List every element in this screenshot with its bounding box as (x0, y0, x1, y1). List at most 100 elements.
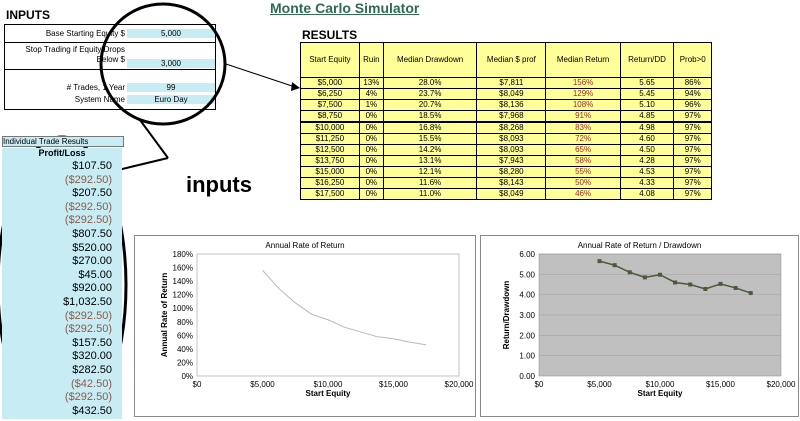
results-cell: 97% (673, 121, 712, 134)
results-cell: 91% (545, 110, 621, 123)
system-name-input[interactable]: Euro Day (127, 95, 215, 104)
trade-value: $920.00 (72, 282, 112, 295)
results-cell: 20.7% (382, 99, 478, 111)
profit-loss-heading: Profit/Loss (38, 148, 86, 158)
results-cell: $11,250 (300, 133, 360, 145)
results-column-header: Return/DD (619, 42, 675, 78)
results-cell: 0% (358, 144, 384, 156)
y-tick-label: 1.00 (519, 352, 535, 361)
results-row: $10,000 0% 16.8% $8,268 83% 4.98 97% (300, 121, 712, 134)
results-cell: $13,750 (300, 155, 360, 167)
data-point (733, 285, 738, 290)
results-cell: 13.1% (382, 155, 478, 167)
results-cell: 86% (673, 77, 712, 89)
results-cell: $5,000 (300, 77, 360, 89)
results-cell: $17,500 (300, 188, 360, 200)
results-cell: $8,093 (476, 133, 547, 145)
results-row: $7,500 1% 20.7% $8,136 108% 5.10 96% (300, 99, 712, 111)
results-cell: $8,093 (476, 144, 547, 156)
results-cell: $8,750 (300, 110, 360, 123)
return-drawdown-chart-svg: 0.00 1.00 2.00 3.00 4.00 5.00 6.00 $0 $5,000 $10,… (502, 250, 796, 398)
inputs-heading: INPUTS (6, 8, 51, 22)
results-cell: 0% (358, 155, 384, 167)
results-cell: $8,049 (476, 188, 547, 200)
trades-input[interactable]: 99 (127, 83, 215, 92)
results-cell: $10,000 (300, 121, 360, 134)
results-cell: 0% (358, 121, 384, 134)
x-tick-label: $0 (535, 380, 544, 389)
results-row: $6,250 4% 23.7% $8,049 129% 5.45 94% (300, 88, 712, 100)
results-cell: 97% (673, 110, 712, 123)
results-cell: 0% (358, 133, 384, 145)
x-tick-label: $10,000 (646, 380, 675, 389)
results-cell: 28.0% (382, 77, 478, 89)
x-tick-label: $15,000 (379, 380, 408, 389)
trade-value: ($292.50) (64, 214, 112, 227)
x-tick-label: $5,000 (250, 380, 275, 389)
results-column-header: Median $ prof (476, 42, 547, 78)
data-point (718, 281, 723, 286)
return-drawdown-chart: Annual Rate of Return / Drawdown 0.00 1.0… (480, 235, 799, 417)
results-row: $16,250 0% 11.6% $8,143 50% 4.33 97% (300, 177, 712, 189)
callout-connector-line (117, 157, 169, 171)
results-table: Start Equity Ruin Median Drawdown Median $ … (300, 42, 712, 200)
results-heading: RESULTS (302, 28, 358, 42)
inputs-callout-label: inputs (186, 172, 252, 197)
trade-value: ($292.50) (64, 391, 112, 404)
results-cell: $8,136 (476, 99, 547, 111)
trade-value: $107.50 (72, 160, 112, 172)
y-tick-label: 180% (173, 250, 193, 259)
data-point (597, 259, 602, 264)
results-cell: 108% (545, 99, 621, 111)
results-cell: 11.6% (382, 177, 478, 189)
y-tick-label: 60% (177, 331, 193, 340)
return-chart-svg: 0% 20% 40% 60% 80% 100% 120% 140% 160% 180% $0 $5,0… (160, 250, 474, 398)
x-axis-label: Start Equity (638, 389, 683, 398)
results-connector-line (225, 63, 299, 89)
results-cell: 58% (545, 155, 621, 167)
results-cell: $7,500 (300, 99, 360, 111)
inputs-panel: Base Starting Equity $ 5,000 Stop Tradin… (4, 24, 216, 110)
data-point (703, 286, 708, 291)
results-cell: 97% (673, 133, 712, 145)
results-row: $8,750 0% 18.5% $7,968 91% 4.85 97% (300, 110, 712, 123)
results-cell: 14.2% (382, 144, 478, 156)
trade-value: ($42.50) (71, 377, 112, 390)
x-tick-label: $10,000 (314, 380, 343, 389)
y-tick-label: 120% (173, 291, 193, 300)
results-cell: 4.50 (619, 144, 675, 156)
results-cell: 5.10 (619, 99, 675, 111)
y-tick-label: 20% (177, 358, 193, 367)
stop-trading-label: Stop Trading if Equity Drops (25, 45, 125, 54)
results-cell: 83% (545, 121, 621, 134)
y-tick-label: 100% (173, 304, 193, 313)
series-line (262, 269, 427, 346)
stop-trading-input[interactable]: 3,000 (127, 59, 215, 68)
results-cell: 72% (545, 133, 621, 145)
y-tick-label: 6.00 (519, 250, 535, 259)
y-tick-label: 0% (181, 372, 193, 381)
y-tick-label: 2.00 (519, 331, 535, 340)
data-point (627, 270, 632, 275)
trade-value: $282.50 (72, 363, 112, 376)
results-cell: 23.7% (382, 88, 478, 100)
results-row: $17,500 0% 11.0% $8,049 46% 4.08 97% (300, 188, 712, 200)
base-equity-input[interactable]: 5,000 (127, 29, 215, 38)
trade-value: ($292.50) (64, 200, 112, 213)
results-cell: $15,000 (300, 166, 360, 178)
results-cell: $8,143 (476, 177, 547, 189)
results-cell: 5.65 (619, 77, 675, 89)
y-tick-label: 3.00 (519, 311, 535, 320)
results-column-header: Median Drawdown (382, 42, 478, 78)
callout-connector-line (139, 119, 169, 159)
results-cell: 4.53 (619, 166, 675, 178)
trade-value: $520.00 (72, 241, 112, 254)
trade-value: $157.50 (72, 336, 112, 349)
results-cell: 4.85 (619, 110, 675, 123)
results-cell: $6,250 (300, 88, 360, 100)
data-point (673, 280, 678, 285)
results-row: $11,250 0% 15.5% $8,093 72% 4.60 97% (300, 133, 712, 145)
results-cell: 4.28 (619, 155, 675, 167)
arrow-head-icon (291, 82, 300, 91)
trade-value: ($292.50) (64, 323, 112, 336)
